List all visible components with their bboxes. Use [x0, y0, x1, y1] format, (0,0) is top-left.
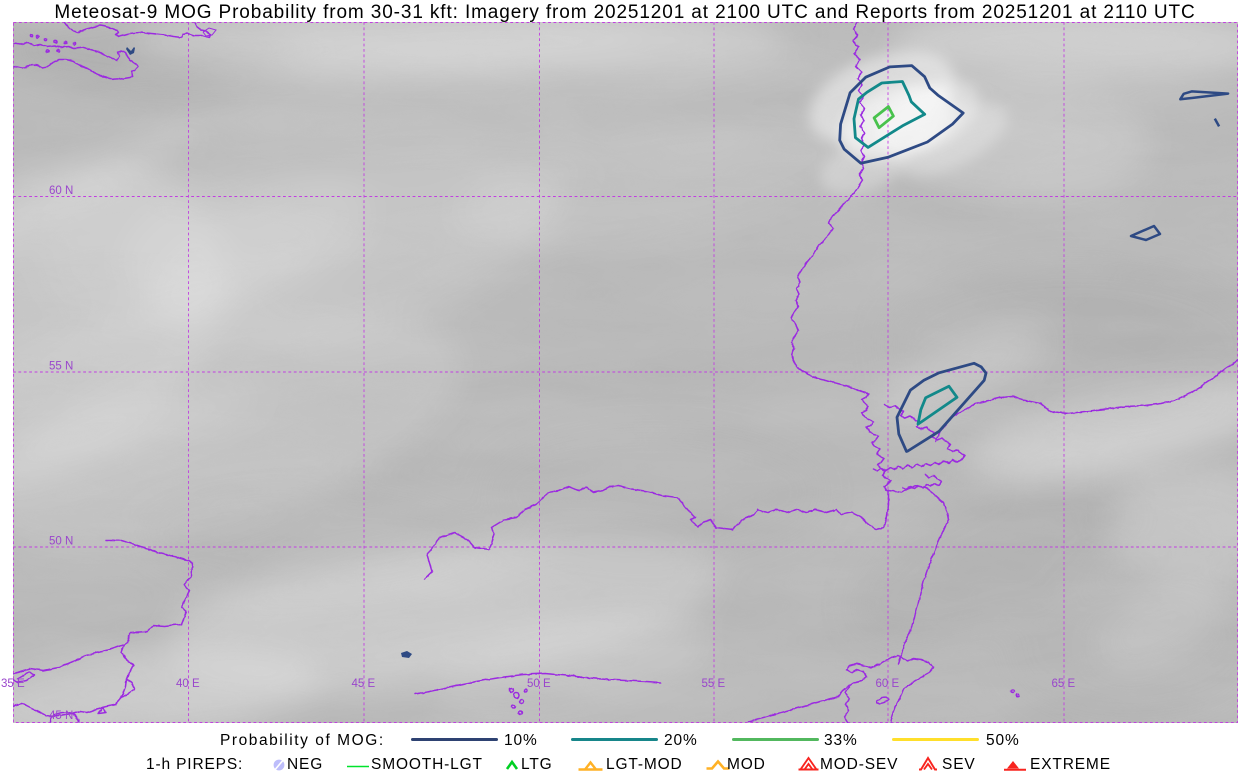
- svg-text:60 E: 60 E: [876, 678, 900, 690]
- svg-text:60 N: 60 N: [49, 185, 73, 197]
- svg-text:40 E: 40 E: [176, 678, 200, 690]
- svg-text:55 N: 55 N: [49, 361, 73, 373]
- svg-text:45 N: 45 N: [49, 710, 73, 722]
- svg-text:35 E: 35 E: [1, 678, 25, 690]
- svg-text:45 E: 45 E: [352, 678, 376, 690]
- svg-text:55 E: 55 E: [702, 678, 726, 690]
- svg-text:65 E: 65 E: [1052, 678, 1076, 690]
- svg-text:50 N: 50 N: [49, 536, 73, 548]
- svg-text:50 E: 50 E: [527, 678, 551, 690]
